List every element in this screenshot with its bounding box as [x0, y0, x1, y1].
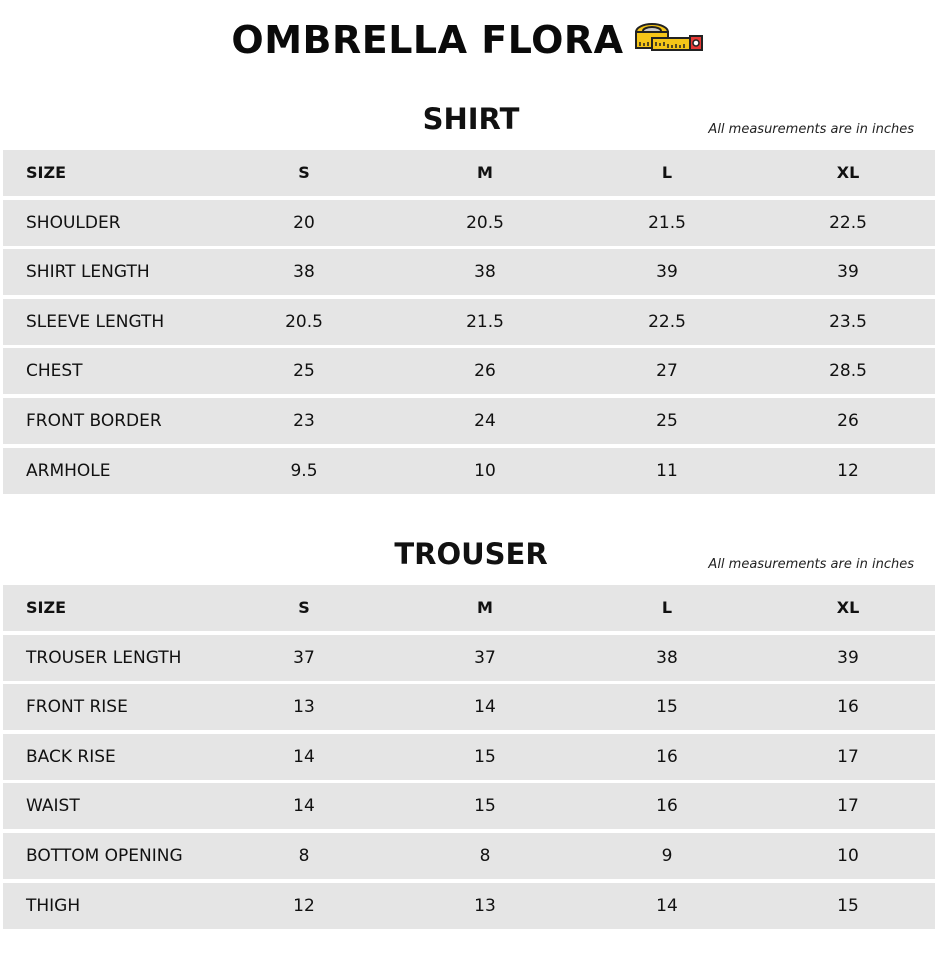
measurement-label: ARMHOLE [26, 460, 111, 481]
measurement-label: FRONT RISE [26, 697, 128, 718]
header-cell: L [661, 598, 673, 617]
measurement-value: 13 [474, 895, 496, 916]
measurement-value: 26 [837, 410, 859, 431]
measurement-value: 37 [293, 647, 315, 668]
trouser-title: TROUSER [394, 537, 548, 571]
header-cell: XL [836, 163, 860, 182]
measurement-value: 15 [656, 697, 678, 718]
measurement-value: 27 [656, 361, 678, 382]
measurement-value: 8 [479, 845, 491, 866]
header-cell: XL [836, 598, 860, 617]
measurement-label: CHEST [26, 361, 83, 382]
measurement-value: 15 [837, 895, 859, 916]
measurement-value: 20.5 [466, 212, 504, 233]
measurement-value: 23 [293, 410, 315, 431]
measurement-label: TROUSER LENGTH [26, 647, 182, 668]
measuring-tape-icon [634, 22, 703, 51]
title-text: OMBRELLA FLORA [231, 18, 624, 62]
measurement-value: 14 [474, 697, 496, 718]
measurement-value: 13 [293, 697, 315, 718]
measurement-value: 28.5 [829, 361, 867, 382]
table-row: WAIST 14 15 16 17 [3, 783, 935, 830]
measurement-value: 10 [837, 845, 859, 866]
measurement-value: 39 [837, 647, 859, 668]
table-header-row: SIZE S M L XL [3, 585, 935, 631]
measurement-value: 23.5 [829, 311, 867, 332]
measurement-value: 38 [474, 262, 496, 283]
measurement-value: 8 [298, 845, 310, 866]
measurement-label: SHIRT LENGTH [26, 262, 150, 283]
measurement-value: 20.5 [285, 311, 323, 332]
measurement-value: 21.5 [466, 311, 504, 332]
measurement-value: 12 [837, 460, 859, 481]
table-row: BOTTOM OPENING 8 8 9 10 [3, 832, 935, 879]
measurement-value: 21.5 [648, 212, 686, 233]
header-cell: M [477, 598, 493, 617]
trouser-size-table: SIZE S M L XL TROUSER LENGTH 37 37 38 39 FRONT RIS… [3, 585, 935, 932]
measurement-value: 9.5 [290, 460, 318, 481]
measurement-label: WAIST [26, 796, 80, 817]
header-cell: S [298, 163, 310, 182]
measurement-value: 10 [474, 460, 496, 481]
header-cell: M [477, 163, 493, 182]
header-cell: SIZE [26, 163, 67, 182]
measurement-value: 14 [293, 746, 315, 767]
table-row: SHIRT LENGTH 38 38 39 39 [3, 249, 935, 296]
measurement-value: 15 [474, 796, 496, 817]
measurement-value: 16 [837, 697, 859, 718]
table-row: SHOULDER 20 20.5 21.5 22.5 [3, 199, 935, 246]
measurement-value: 20 [293, 212, 315, 233]
table-row: THIGH 12 13 14 15 [3, 882, 935, 929]
measurement-value: 39 [656, 262, 678, 283]
measurement-value: 14 [293, 796, 315, 817]
header-cell: S [298, 598, 310, 617]
table-row: TROUSER LENGTH 37 37 38 39 [3, 634, 935, 681]
shirt-size-table: SIZE S M L XL SHOULDER 20 20.5 21.5 22.5 SHIRT LEN… [3, 150, 935, 497]
table-row: FRONT BORDER 23 24 25 26 [3, 397, 935, 444]
measurement-value: 17 [837, 796, 859, 817]
measurement-label: SLEEVE LENGTH [26, 311, 165, 332]
measurement-value: 16 [656, 796, 678, 817]
measurement-label: SHOULDER [26, 212, 121, 233]
measurement-label: THIGH [26, 895, 81, 916]
measurement-value: 14 [656, 895, 678, 916]
measurement-value: 24 [474, 410, 496, 431]
table-row: BACK RISE 14 15 16 17 [3, 733, 935, 780]
table-row: ARMHOLE 9.5 10 11 12 [3, 447, 935, 494]
table-header-row: SIZE S M L XL [3, 150, 935, 196]
measurement-value: 9 [661, 845, 673, 866]
shirt-units-note: All measurements are in inches [708, 122, 914, 137]
table-row: FRONT RISE 13 14 15 16 [3, 684, 935, 731]
measurement-value: 37 [474, 647, 496, 668]
measurement-value: 16 [656, 746, 678, 767]
header-cell: L [661, 163, 673, 182]
table-row: CHEST 25 26 27 28.5 [3, 348, 935, 395]
measurement-label: BOTTOM OPENING [26, 845, 183, 866]
measurement-value: 22.5 [648, 311, 686, 332]
measurement-value: 38 [656, 647, 678, 668]
measurement-value: 15 [474, 746, 496, 767]
measurement-label: BACK RISE [26, 746, 116, 767]
trouser-units-note: All measurements are in inches [708, 557, 914, 572]
measurement-value: 22.5 [829, 212, 867, 233]
shirt-title: SHIRT [422, 102, 520, 136]
measurement-value: 38 [293, 262, 315, 283]
measurement-value: 17 [837, 746, 859, 767]
measurement-label: FRONT BORDER [26, 410, 162, 431]
measurement-value: 39 [837, 262, 859, 283]
measurement-value: 11 [656, 460, 678, 481]
measurement-value: 25 [656, 410, 678, 431]
measurement-value: 26 [474, 361, 496, 382]
table-row: SLEEVE LENGTH 20.5 21.5 22.5 23.5 [3, 298, 935, 345]
measurement-value: 12 [293, 895, 315, 916]
measurement-value: 25 [293, 361, 315, 382]
header-cell: SIZE [26, 598, 67, 617]
page-title: OMBRELLA FLORA [0, 18, 935, 62]
